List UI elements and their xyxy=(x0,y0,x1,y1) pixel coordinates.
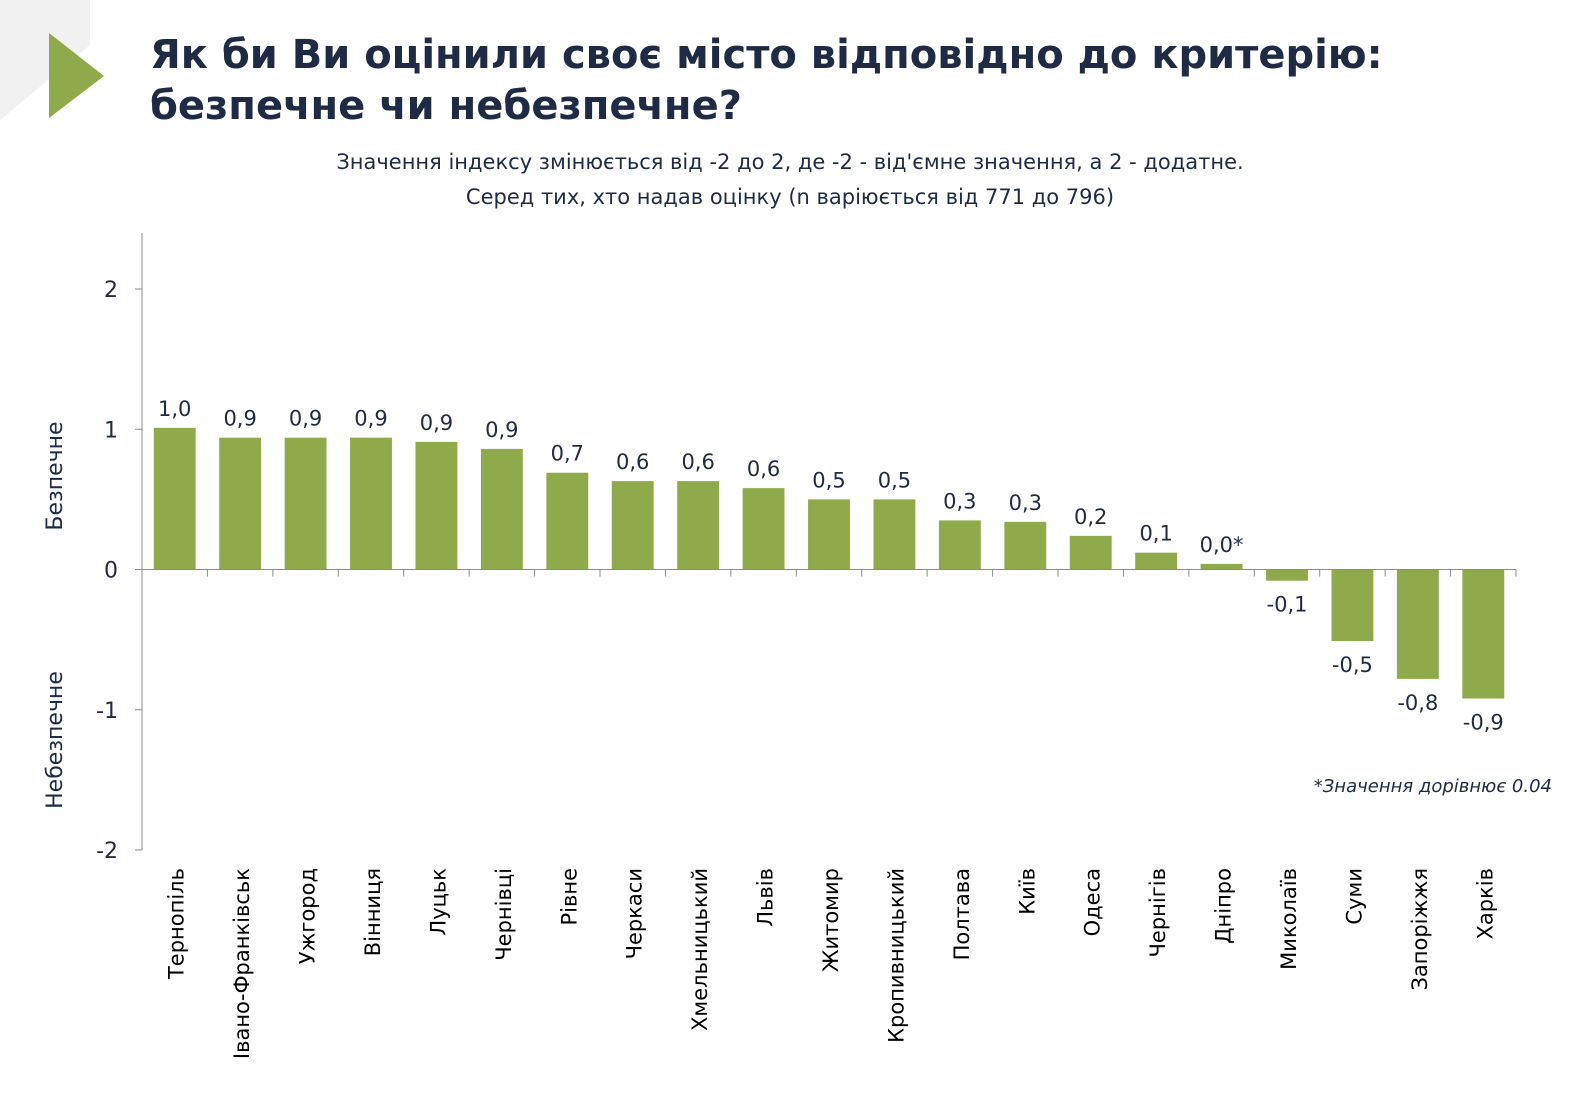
subtitle-line-2: Серед тих, хто надав оцінку (n варіюєтьс… xyxy=(465,185,1115,209)
bar xyxy=(284,437,327,570)
footnote: *Значення дорівнює 0.04 xyxy=(1313,776,1552,797)
bar xyxy=(480,448,523,570)
bars: 1,0 0,9 0,9 0,9 0,9 0,9 0,7 0,6 0,6 0,6 0,5 0,5 0,3 0… xyxy=(153,397,1505,735)
category-label: Житомир xyxy=(819,868,843,972)
data-label: 0,7 xyxy=(551,442,584,466)
data-label: 0,9 xyxy=(420,411,453,435)
data-label: 0,5 xyxy=(878,468,911,492)
y-axis: 2 1 0 -1 -2 xyxy=(96,233,143,864)
category-label: Львів xyxy=(754,868,778,927)
y-axis-label-safe: Безпечне xyxy=(43,421,68,530)
data-label: 0,1 xyxy=(1139,522,1172,546)
data-label: -0,8 xyxy=(1397,691,1438,715)
bar xyxy=(415,441,458,570)
data-label: -0,1 xyxy=(1267,593,1308,617)
category-label: Дніпро xyxy=(1212,868,1236,944)
y-tick-label: 1 xyxy=(104,418,118,443)
bar xyxy=(1331,569,1374,642)
corner-decoration xyxy=(0,0,104,120)
y-tick-label: -1 xyxy=(96,699,118,724)
play-arrow-icon xyxy=(49,33,104,118)
category-label: Київ xyxy=(1015,868,1039,915)
category-label: Івано-Франківськ xyxy=(230,868,254,1059)
category-label: Вінниця xyxy=(361,868,385,956)
category-label: Рівне xyxy=(557,868,581,926)
bar xyxy=(1200,563,1243,570)
bar xyxy=(153,427,196,570)
bar xyxy=(1462,569,1505,699)
bar xyxy=(611,481,654,570)
category-label: Чернігів xyxy=(1146,868,1170,957)
bar xyxy=(808,499,850,570)
y-tick-label: -2 xyxy=(96,839,118,864)
category-label: Кропивницький xyxy=(884,868,908,1043)
bar xyxy=(677,481,720,570)
data-label: 0,0* xyxy=(1200,533,1244,557)
bar xyxy=(938,520,981,570)
category-label: Харків xyxy=(1473,868,1497,939)
data-label: 0,3 xyxy=(943,489,976,513)
bar xyxy=(873,499,916,570)
category-label: Тернопіль xyxy=(165,868,189,980)
category-label: Луцьк xyxy=(426,868,450,936)
category-label: Полтава xyxy=(950,868,974,960)
data-label: -0,5 xyxy=(1332,653,1373,677)
data-label: 0,3 xyxy=(1009,491,1042,515)
bar xyxy=(1266,569,1308,581)
bar xyxy=(1069,535,1112,570)
data-label: 0,6 xyxy=(681,450,714,474)
bar xyxy=(1396,569,1439,679)
x-axis: Тернопіль Івано-Франківськ Ужгород Вінниця Л… xyxy=(142,569,1517,1059)
data-label: 0,5 xyxy=(812,468,845,492)
category-label: Чернівці xyxy=(492,868,516,961)
category-label: Ужгород xyxy=(296,868,320,964)
bar xyxy=(742,488,785,570)
bar xyxy=(1004,521,1047,570)
data-label: -0,9 xyxy=(1463,711,1504,735)
category-label: Запоріжжя xyxy=(1408,868,1432,991)
category-label: Суми xyxy=(1342,868,1366,925)
page-title: Як би Ви оцінили своє місто відповідно д… xyxy=(150,32,1383,129)
data-label: 0,9 xyxy=(354,407,387,431)
y-tick-label: 0 xyxy=(104,559,118,584)
bar xyxy=(1135,552,1178,570)
data-label: 0,6 xyxy=(747,457,780,481)
bar xyxy=(219,437,262,570)
data-label: 0,6 xyxy=(616,450,649,474)
data-label: 0,9 xyxy=(289,407,322,431)
category-label: Черкаси xyxy=(623,868,647,959)
bar xyxy=(546,472,589,570)
y-axis-label-unsafe: Небезпечне xyxy=(43,671,68,809)
category-label: Хмельницький xyxy=(688,868,712,1031)
category-label: Одеса xyxy=(1081,868,1105,936)
background-shape xyxy=(0,0,90,120)
subtitle-line-1: Значення індексу змінюється від -2 до 2,… xyxy=(336,150,1244,174)
category-label: Миколаїв xyxy=(1277,868,1301,970)
y-tick-label: 2 xyxy=(104,278,118,303)
bar xyxy=(350,437,392,570)
data-label: 0,9 xyxy=(485,418,518,442)
data-label: 0,2 xyxy=(1074,505,1107,529)
chart-subtitle: Значення індексу змінюється від -2 до 2,… xyxy=(200,145,1380,215)
data-label: 1,0 xyxy=(158,397,191,421)
data-label: 0,9 xyxy=(223,407,256,431)
